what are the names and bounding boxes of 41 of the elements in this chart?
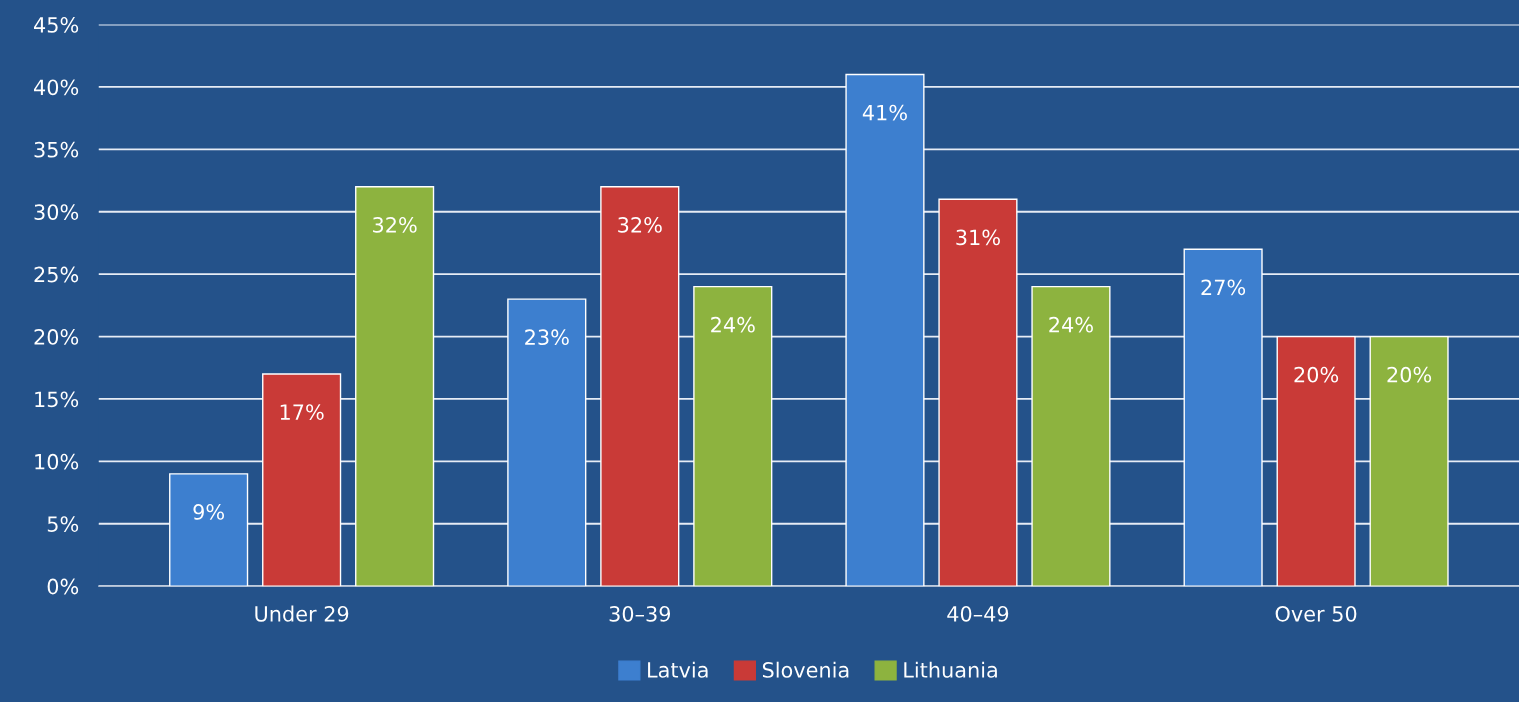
data-label: 24% bbox=[711, 316, 755, 333]
data-label: 27% bbox=[1201, 279, 1246, 296]
y-tick-label: 15% bbox=[35, 391, 79, 408]
legend-label: Lithuania bbox=[904, 661, 997, 678]
data-label: 31% bbox=[956, 229, 1000, 246]
data-label: 32% bbox=[618, 217, 662, 233]
y-tick-label: 35% bbox=[34, 141, 79, 158]
y-tick-label: 0% bbox=[47, 578, 79, 595]
bar bbox=[355, 186, 435, 587]
y-tick-label: 10% bbox=[35, 453, 79, 470]
y-tick-label: 5% bbox=[47, 516, 79, 532]
x-tick-label: 30–39 bbox=[609, 605, 671, 622]
bar bbox=[1183, 248, 1263, 587]
data-label: 41% bbox=[862, 104, 907, 121]
bar bbox=[600, 186, 680, 587]
y-tick-label: 30% bbox=[34, 204, 79, 220]
legend-label: Slovenia bbox=[762, 661, 849, 678]
bar bbox=[507, 298, 587, 587]
data-label: 20% bbox=[1294, 366, 1339, 383]
y-tick-label: 20% bbox=[34, 329, 79, 345]
legend-label: Latvia bbox=[648, 661, 708, 678]
bar bbox=[845, 73, 925, 587]
data-label: 20% bbox=[1387, 366, 1432, 383]
bar bbox=[169, 473, 249, 587]
data-label: 17% bbox=[280, 404, 324, 420]
bar bbox=[262, 373, 342, 587]
bar bbox=[693, 285, 773, 587]
data-label: 24% bbox=[1049, 316, 1093, 333]
x-tick-label: 40–49 bbox=[947, 605, 1009, 622]
bar bbox=[1276, 335, 1356, 587]
x-tick-label: Over 50 bbox=[1275, 605, 1357, 622]
bar bbox=[938, 198, 1018, 587]
y-tick-label: 45% bbox=[34, 17, 79, 33]
bar bbox=[1369, 335, 1449, 587]
data-label: 9% bbox=[193, 504, 225, 520]
data-label: 32% bbox=[373, 217, 417, 233]
y-tick-label: 40% bbox=[34, 79, 79, 96]
bar bbox=[1031, 285, 1111, 587]
y-tick-label: 25% bbox=[34, 266, 79, 283]
x-tick-label: Under 29 bbox=[255, 605, 349, 622]
data-label: 23% bbox=[525, 329, 569, 346]
